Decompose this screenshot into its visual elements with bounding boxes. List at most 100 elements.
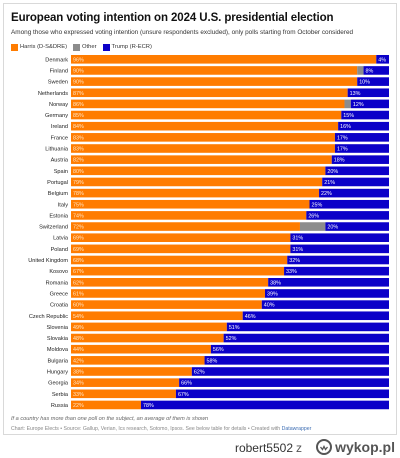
value-label-harris-united-kingdom: 68%	[73, 258, 84, 264]
bar-harris-serbia	[71, 389, 176, 399]
value-label-harris-france: 83%	[73, 135, 84, 141]
value-label-trump-latvia: 31%	[292, 236, 303, 242]
value-label-harris-latvia: 69%	[73, 236, 84, 242]
bar-harris-italy	[71, 199, 310, 209]
category-label-italy: Italy	[58, 202, 68, 208]
value-label-harris-austria: 82%	[73, 158, 84, 164]
author-name[interactable]: robert5502	[234, 441, 293, 455]
legend-swatch-harris	[11, 43, 18, 51]
value-label-trump-russia: 78%	[143, 403, 154, 409]
value-label-trump-poland: 31%	[292, 247, 303, 253]
bar-harris-kosovo	[71, 266, 285, 276]
value-label-trump-czech-republic: 46%	[245, 314, 256, 320]
value-label-trump-croatia: 40%	[264, 303, 275, 309]
bar-trump-germany	[341, 110, 389, 120]
value-label-trump-bulgaria: 58%	[207, 358, 218, 364]
bar-trump-lithuania	[334, 144, 389, 153]
bar-harris-slovakia	[71, 333, 224, 343]
datawrapper-link[interactable]: Datawrapper	[281, 426, 312, 432]
value-label-trump-slovakia: 52%	[226, 336, 237, 342]
bar-trump-switzerland	[325, 222, 389, 231]
category-label-denmark: Denmark	[45, 57, 68, 63]
value-label-trump-switzerland: 20%	[327, 225, 338, 231]
bar-harris-united-kingdom	[71, 255, 288, 265]
bar-trump-latvia	[290, 233, 389, 242]
site-logo[interactable]: wykop.pl	[316, 439, 395, 455]
value-label-harris-switzerland: 72%	[73, 225, 84, 231]
value-label-harris-belgium: 78%	[73, 191, 84, 197]
value-label-trump-belgium: 22%	[321, 191, 332, 197]
value-label-trump-portugal: 21%	[324, 180, 335, 186]
value-label-harris-russia: 22%	[73, 403, 84, 409]
value-label-harris-greece: 61%	[73, 291, 84, 297]
bar-harris-denmark	[71, 55, 377, 64]
bar-harris-poland	[71, 244, 291, 254]
value-label-trump-romania: 38%	[270, 280, 281, 286]
value-label-trump-slovenia: 51%	[229, 325, 240, 331]
category-label-russia: Russia	[51, 403, 69, 409]
value-label-harris-estonia: 74%	[73, 213, 84, 219]
value-label-harris-lithuania: 83%	[73, 147, 84, 153]
bar-harris-bulgaria	[71, 356, 205, 365]
legend-item-harris: Harris (D-S&DRE)	[11, 43, 67, 51]
bar-trump-czech-republic	[242, 311, 389, 321]
bar-harris-czech-republic	[71, 311, 243, 321]
bar-harris-finland	[71, 66, 358, 75]
chart-legend: Harris (D-S&DRE) Other Trump (R-ECR)	[11, 42, 152, 52]
value-label-trump-ireland: 16%	[340, 124, 351, 130]
watermark-bar: robert5502 z wykop.pl	[0, 437, 400, 458]
bar-trump-serbia	[175, 389, 389, 399]
bar-trump-sweden	[357, 77, 389, 86]
bar-harris-portugal	[71, 177, 323, 187]
bar-trump-kosovo	[284, 266, 389, 276]
bar-trump-netherlands	[347, 88, 389, 98]
legend-swatch-other	[73, 43, 81, 51]
bar-harris-lithuania	[71, 144, 335, 153]
value-label-trump-moldova: 56%	[213, 347, 224, 353]
wykop-logo-icon	[316, 439, 333, 455]
bar-chart: Denmark 96% 4% Finland 90% 8% Sweden 90% 10% Neth…	[28, 55, 389, 410]
value-label-harris-italy: 75%	[73, 202, 84, 208]
bar-trump-slovenia	[226, 322, 389, 332]
value-label-harris-poland: 69%	[73, 247, 84, 253]
value-label-harris-norway: 86%	[73, 102, 84, 108]
bar-trump-united-kingdom	[287, 255, 389, 265]
value-label-trump-georgia: 66%	[181, 381, 192, 387]
bar-trump-france	[334, 133, 389, 142]
bar-trump-romania	[268, 278, 389, 287]
category-label-netherlands: Netherlands	[38, 91, 68, 97]
bar-other-finland	[357, 66, 364, 75]
chart-card: European voting intention on 2024 U.S. p…	[3, 3, 397, 435]
value-label-harris-kosovo: 67%	[73, 269, 84, 275]
bar-harris-spain	[71, 166, 326, 176]
category-label-latvia: Latvia	[53, 236, 69, 242]
value-label-trump-germany: 15%	[343, 113, 354, 119]
chart-credit: Chart: Europe Elects • Source: Gallup, V…	[11, 426, 391, 432]
category-label-lithuania: Lithuania	[45, 147, 69, 153]
bar-harris-germany	[71, 110, 342, 120]
bar-trump-ireland	[338, 121, 389, 131]
bar-harris-georgia	[71, 378, 180, 387]
bar-trump-poland	[290, 244, 389, 254]
bar-harris-estonia	[71, 211, 307, 220]
category-label-slovenia: Slovenia	[47, 325, 69, 331]
value-label-trump-kosovo: 33%	[286, 269, 297, 275]
value-label-trump-hungary: 62%	[194, 370, 205, 376]
bar-harris-latvia	[71, 233, 291, 242]
value-label-harris-croatia: 60%	[73, 303, 84, 309]
category-label-belgium: Belgium	[48, 191, 69, 197]
value-label-harris-bulgaria: 42%	[73, 358, 84, 364]
bar-trump-italy	[309, 199, 389, 209]
value-label-harris-netherlands: 87%	[73, 91, 84, 97]
value-label-trump-lithuania: 17%	[337, 147, 348, 153]
bar-trump-portugal	[322, 177, 389, 187]
value-label-harris-spain: 80%	[73, 169, 84, 175]
value-label-harris-finland: 90%	[73, 68, 84, 74]
bar-harris-slovenia	[71, 322, 227, 332]
category-label-portugal: Portugal	[47, 180, 68, 186]
chart-title: European voting intention on 2024 U.S. p…	[11, 12, 334, 24]
bar-harris-austria	[71, 155, 332, 164]
category-label-croatia: Croatia	[50, 303, 69, 309]
value-label-trump-netherlands: 13%	[350, 91, 361, 97]
bar-harris-greece	[71, 289, 265, 298]
